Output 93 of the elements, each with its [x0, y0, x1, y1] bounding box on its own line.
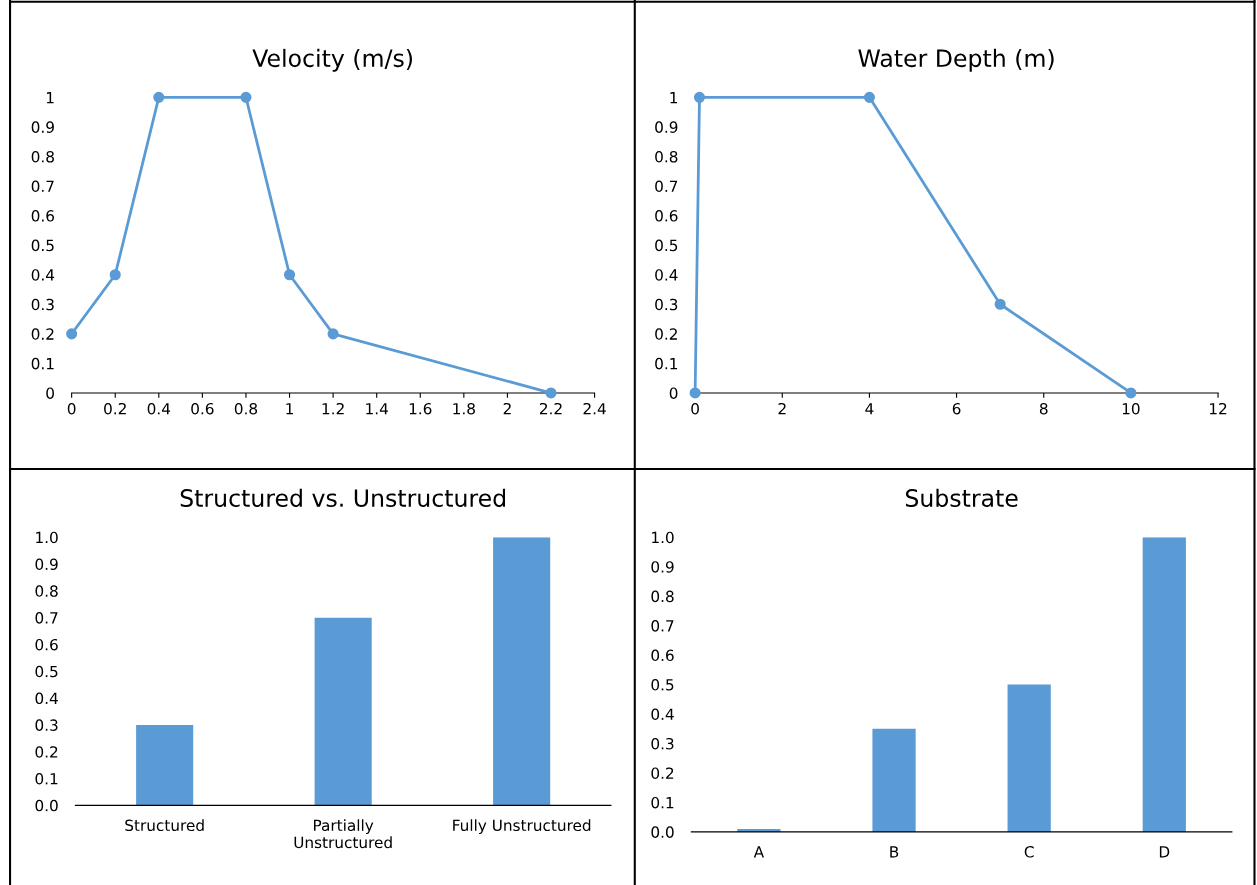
- bar: [136, 724, 194, 806]
- x-tick-label: Partially Unstructured: [294, 819, 392, 849]
- x-tick-label: 10: [1122, 402, 1140, 415]
- y-tick-label: 0.9: [31, 121, 54, 133]
- y-tick-label: 0.7: [35, 612, 58, 624]
- y-tick-label: 0.5: [651, 679, 674, 691]
- point: [863, 91, 875, 103]
- y-tick-label: 0.4: [35, 692, 58, 705]
- point: [66, 328, 78, 340]
- x-tick-label: 2.2: [539, 402, 562, 415]
- y-tick-label: 0.6: [651, 649, 674, 662]
- y-tick-label: 0.1: [655, 357, 678, 370]
- x-tick-label: 1.6: [409, 402, 432, 415]
- x-tick-label: 0: [691, 402, 699, 415]
- y-tick-label: 1.0: [36, 531, 58, 544]
- x-tick-label: 0: [67, 402, 76, 415]
- y-tick-label: 0.7: [651, 620, 674, 632]
- x-tick-label: 1.4: [366, 403, 388, 415]
- y-tick-label: 0.8: [31, 150, 54, 163]
- y-tick-label: 0.2: [35, 746, 58, 758]
- point: [693, 91, 706, 103]
- y-tick-label: 0.8: [655, 150, 678, 163]
- y-tick-label: 0.5: [655, 239, 678, 252]
- y-tick-label: 0.2: [655, 328, 677, 340]
- y-tick-label: 0.5: [31, 239, 54, 252]
- x-tick-label: 8: [1039, 402, 1048, 415]
- y-tick-label: 0.9: [35, 558, 58, 571]
- y-tick-label: 0.4: [655, 269, 678, 281]
- y-tick-label: 0.3: [655, 298, 678, 311]
- x-tick-label: C: [1024, 846, 1034, 858]
- x-tick-label: 1.2: [322, 402, 344, 415]
- y-tick-label: 1: [670, 92, 678, 104]
- y-tick-label: 0.1: [651, 796, 674, 809]
- chart-title: Structured vs. Unstructured: [180, 488, 506, 507]
- y-tick-label: 0: [669, 387, 678, 399]
- y-tick-label: 0.6: [35, 638, 58, 651]
- bar: [493, 537, 551, 806]
- point: [545, 387, 557, 399]
- y-tick-label: 0.1: [35, 773, 58, 785]
- point: [1125, 387, 1137, 399]
- bar: [1007, 684, 1051, 832]
- y-tick-label: 0: [46, 387, 54, 399]
- y-tick-label: 0.3: [31, 298, 54, 311]
- x-tick-label: 1: [286, 403, 293, 415]
- y-tick-label: 0.8: [651, 590, 674, 603]
- x-tick-label: 0.6: [191, 402, 214, 415]
- chart-title: Velocity (m/s): [252, 48, 412, 72]
- x-tick-label: 2: [778, 402, 786, 415]
- x-tick-label: 0.4: [147, 402, 171, 415]
- y-tick-label: 0.7: [31, 180, 54, 193]
- x-tick-label: 6: [952, 402, 961, 415]
- x-tick-label: 1.8: [453, 402, 475, 415]
- point: [109, 269, 121, 281]
- x-tick-label: 4: [865, 403, 874, 415]
- point: [689, 387, 701, 399]
- x-tick-label: B: [890, 846, 899, 858]
- y-tick-label: 0.6: [31, 210, 55, 222]
- y-tick-label: 1: [46, 92, 54, 104]
- point: [240, 91, 252, 103]
- y-tick-label: 0.7: [655, 180, 678, 193]
- y-tick-label: 0.4: [651, 708, 674, 721]
- y-tick-label: 0.1: [31, 357, 54, 370]
- chart-title: Substrate: [905, 488, 1018, 507]
- y-tick-label: 0.0: [35, 799, 58, 812]
- bar: [872, 728, 916, 832]
- y-tick-label: 0.3: [35, 719, 58, 731]
- bar: [314, 617, 372, 806]
- x-tick-label: 2.4: [583, 402, 606, 415]
- x-tick-label: A: [753, 846, 765, 858]
- x-tick-label: 12: [1209, 402, 1227, 415]
- bar: [1142, 537, 1186, 832]
- point: [994, 298, 1006, 310]
- x-tick-label: 2: [503, 402, 511, 415]
- y-tick-label: 0.8: [35, 585, 58, 597]
- y-tick-label: 0.4: [31, 269, 55, 281]
- x-tick-label: 0.8: [234, 402, 258, 415]
- y-tick-label: 0.9: [655, 121, 678, 133]
- point: [283, 269, 296, 281]
- x-tick-label: Fully Unstructured: [453, 819, 591, 835]
- y-tick-label: 0.5: [35, 665, 58, 678]
- y-tick-label: 0.3: [651, 737, 674, 750]
- x-tick-label: D: [1159, 846, 1170, 858]
- y-tick-label: 0.9: [651, 561, 674, 573]
- x-tick-label: Structured: [125, 819, 204, 832]
- point: [153, 91, 165, 103]
- chart-title: Water Depth (m): [858, 48, 1054, 72]
- y-tick-label: 1.0: [652, 531, 674, 544]
- point: [327, 328, 339, 340]
- y-tick-label: 0.6: [655, 210, 678, 222]
- y-tick-label: 0.0: [651, 826, 674, 838]
- x-tick-label: 0.2: [104, 402, 126, 415]
- y-tick-label: 0.2: [31, 328, 54, 340]
- y-tick-label: 0.2: [651, 767, 674, 779]
